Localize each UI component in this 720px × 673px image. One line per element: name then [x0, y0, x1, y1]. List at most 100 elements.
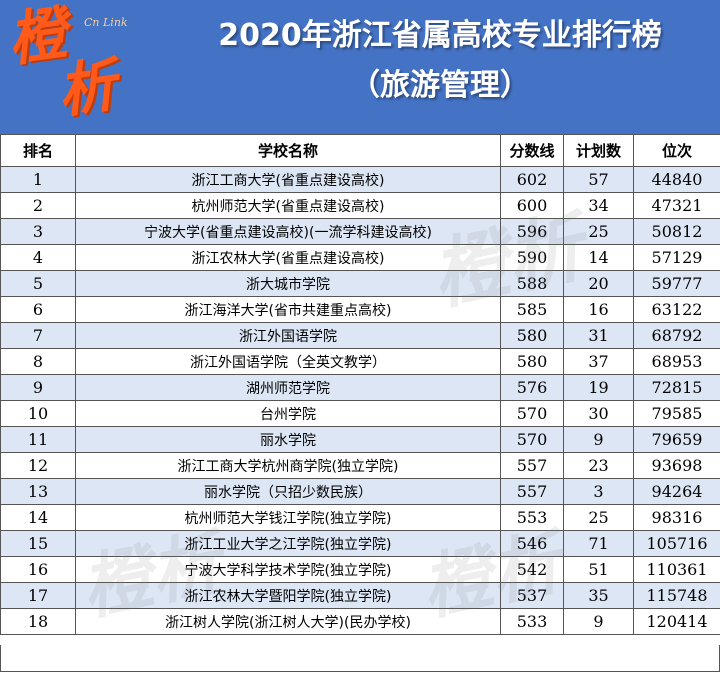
- cell-score: 596: [500, 218, 564, 245]
- cell-plan: 16: [563, 296, 634, 323]
- column-header-position: 位次: [633, 134, 720, 167]
- cell-school: 浙江农林大学暨阳学院(独立学院): [75, 582, 501, 609]
- cell-position: 68792: [633, 322, 720, 349]
- table-row: 14 杭州师范大学钱江学院(独立学院) 553 25 98316: [0, 504, 720, 531]
- cell-plan: 35: [563, 582, 634, 609]
- cell-plan: 51: [563, 556, 634, 583]
- logo-badge: Cn Link: [84, 16, 128, 29]
- table-row: 3 宁波大学(省重点建设高校)(一流学科建设高校) 596 25 50812: [0, 218, 720, 245]
- brand-logo: 橙 析 Cn Link: [4, 0, 166, 130]
- ranking-table: 排名 学校名称 分数线 计划数 位次 1 浙江工商大学(省重点建设高校) 602 57…: [0, 134, 720, 635]
- cell-plan: 25: [563, 504, 634, 531]
- cell-plan: 25: [563, 218, 634, 245]
- cell-plan: 3: [563, 478, 634, 505]
- cell-position: 44840: [633, 166, 720, 193]
- cell-score: 546: [500, 530, 564, 557]
- cell-position: 93698: [633, 452, 720, 479]
- cell-school: 浙江工业大学之江学院(独立学院): [75, 530, 501, 557]
- cell-position: 115748: [633, 582, 720, 609]
- cell-school: 丽水学院（只招少数民族）: [75, 478, 501, 505]
- column-header-rank: 排名: [0, 134, 76, 167]
- cell-position: 94264: [633, 478, 720, 505]
- cell-score: 570: [500, 400, 564, 427]
- cell-plan: 9: [563, 426, 634, 453]
- cell-rank: 7: [0, 322, 76, 349]
- table-row: 5 浙大城市学院 588 20 59777: [0, 270, 720, 297]
- column-header-plan: 计划数: [563, 134, 634, 167]
- cell-rank: 16: [0, 556, 76, 583]
- cell-score: 602: [500, 166, 564, 193]
- table-row: 16 宁波大学科学技术学院(独立学院) 542 51 110361: [0, 556, 720, 583]
- cell-score: 557: [500, 452, 564, 479]
- cell-school: 杭州师范大学(省重点建设高校): [75, 192, 501, 219]
- table-header-row: 排名 学校名称 分数线 计划数 位次: [0, 134, 720, 167]
- cell-school: 台州学院: [75, 400, 501, 427]
- cell-position: 105716: [633, 530, 720, 557]
- cell-plan: 19: [563, 374, 634, 401]
- cell-score: 533: [500, 608, 564, 635]
- cell-position: 98316: [633, 504, 720, 531]
- cell-school: 湖州师范学院: [75, 374, 501, 401]
- cell-rank: 10: [0, 400, 76, 427]
- cell-school: 杭州师范大学钱江学院(独立学院): [75, 504, 501, 531]
- header-banner: 橙 析 Cn Link 2020年浙江省属高校专业排行榜 （旅游管理）: [0, 0, 720, 134]
- column-header-school: 学校名称: [75, 134, 501, 167]
- cell-position: 63122: [633, 296, 720, 323]
- cell-score: 600: [500, 192, 564, 219]
- table-row: 7 浙江外国语学院 580 31 68792: [0, 322, 720, 349]
- cell-score: 590: [500, 244, 564, 271]
- cell-position: 120414: [633, 608, 720, 635]
- cell-school: 浙江工商大学杭州商学院(独立学院): [75, 452, 501, 479]
- cell-rank: 14: [0, 504, 76, 531]
- cell-rank: 12: [0, 452, 76, 479]
- cell-position: 79659: [633, 426, 720, 453]
- cell-school: 浙江树人学院(浙江树人大学)(民办学校): [75, 608, 501, 635]
- table-row: 9 湖州师范学院 576 19 72815: [0, 374, 720, 401]
- logo-char-2: 析: [53, 50, 117, 126]
- table-row: 6 浙江海洋大学(省市共建重点高校) 585 16 63122: [0, 296, 720, 323]
- cell-school: 丽水学院: [75, 426, 501, 453]
- page-title: 2020年浙江省属高校专业排行榜: [218, 18, 662, 53]
- cell-rank: 4: [0, 244, 76, 271]
- cell-rank: 13: [0, 478, 76, 505]
- cell-position: 79585: [633, 400, 720, 427]
- table-row: 15 浙江工业大学之江学院(独立学院) 546 71 105716: [0, 530, 720, 557]
- cell-rank: 9: [0, 374, 76, 401]
- cell-school: 浙江海洋大学(省市共建重点高校): [75, 296, 501, 323]
- cell-rank: 3: [0, 218, 76, 245]
- cell-plan: 20: [563, 270, 634, 297]
- cell-plan: 71: [563, 530, 634, 557]
- cell-plan: 14: [563, 244, 634, 271]
- cell-plan: 31: [563, 322, 634, 349]
- cell-rank: 6: [0, 296, 76, 323]
- cell-school: 宁波大学(省重点建设高校)(一流学科建设高校): [75, 218, 501, 245]
- cell-plan: 30: [563, 400, 634, 427]
- table-row: 1 浙江工商大学(省重点建设高校) 602 57 44840: [0, 166, 720, 193]
- cell-school: 浙江工商大学(省重点建设高校): [75, 166, 501, 193]
- cell-score: 576: [500, 374, 564, 401]
- table-row: 13 丽水学院（只招少数民族） 557 3 94264: [0, 478, 720, 505]
- cell-position: 68953: [633, 348, 720, 375]
- cell-plan: 34: [563, 192, 634, 219]
- table-row: 12 浙江工商大学杭州商学院(独立学院) 557 23 93698: [0, 452, 720, 479]
- cell-position: 50812: [633, 218, 720, 245]
- cell-plan: 9: [563, 608, 634, 635]
- cell-position: 72815: [633, 374, 720, 401]
- table-row: 18 浙江树人学院(浙江树人大学)(民办学校) 533 9 120414: [0, 608, 720, 635]
- cell-rank: 15: [0, 530, 76, 557]
- cell-score: 553: [500, 504, 564, 531]
- cell-score: 542: [500, 556, 564, 583]
- cell-position: 47321: [633, 192, 720, 219]
- cell-rank: 5: [0, 270, 76, 297]
- cell-school: 浙大城市学院: [75, 270, 501, 297]
- cell-rank: 11: [0, 426, 76, 453]
- cell-plan: 57: [563, 166, 634, 193]
- cell-rank: 1: [0, 166, 76, 193]
- table-row: 8 浙江外国语学院（全英文教学） 580 37 68953: [0, 348, 720, 375]
- cell-school: 宁波大学科学技术学院(独立学院): [75, 556, 501, 583]
- page-subtitle: （旅游管理）: [350, 68, 530, 103]
- table-row: 2 杭州师范大学(省重点建设高校) 600 34 47321: [0, 192, 720, 219]
- cell-plan: 23: [563, 452, 634, 479]
- column-header-score: 分数线: [500, 134, 564, 167]
